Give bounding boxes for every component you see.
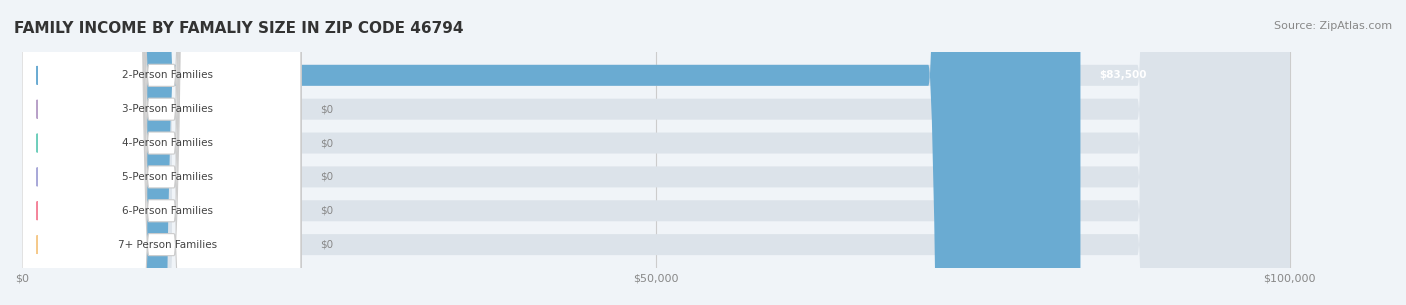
FancyBboxPatch shape — [22, 0, 301, 305]
FancyBboxPatch shape — [22, 0, 1289, 305]
FancyBboxPatch shape — [22, 0, 301, 305]
FancyBboxPatch shape — [22, 0, 301, 305]
Text: FAMILY INCOME BY FAMALIY SIZE IN ZIP CODE 46794: FAMILY INCOME BY FAMALIY SIZE IN ZIP COD… — [14, 21, 464, 36]
Text: 7+ Person Families: 7+ Person Families — [118, 240, 218, 249]
Text: 3-Person Families: 3-Person Families — [122, 104, 214, 114]
FancyBboxPatch shape — [22, 0, 1289, 305]
Text: 6-Person Families: 6-Person Families — [122, 206, 214, 216]
Text: 2-Person Families: 2-Person Families — [122, 70, 214, 80]
FancyBboxPatch shape — [22, 0, 1080, 305]
FancyBboxPatch shape — [22, 0, 1289, 305]
FancyBboxPatch shape — [22, 0, 1289, 305]
FancyBboxPatch shape — [22, 0, 301, 305]
Text: $0: $0 — [321, 172, 333, 182]
Text: 4-Person Families: 4-Person Families — [122, 138, 214, 148]
FancyBboxPatch shape — [22, 0, 301, 305]
Text: $0: $0 — [321, 138, 333, 148]
Text: $0: $0 — [321, 104, 333, 114]
Text: $0: $0 — [321, 206, 333, 216]
Text: Source: ZipAtlas.com: Source: ZipAtlas.com — [1274, 21, 1392, 31]
Text: 5-Person Families: 5-Person Families — [122, 172, 214, 182]
FancyBboxPatch shape — [22, 0, 1289, 305]
FancyBboxPatch shape — [22, 0, 301, 305]
Text: $83,500: $83,500 — [1099, 70, 1147, 80]
FancyBboxPatch shape — [22, 0, 1289, 305]
Text: $0: $0 — [321, 240, 333, 249]
